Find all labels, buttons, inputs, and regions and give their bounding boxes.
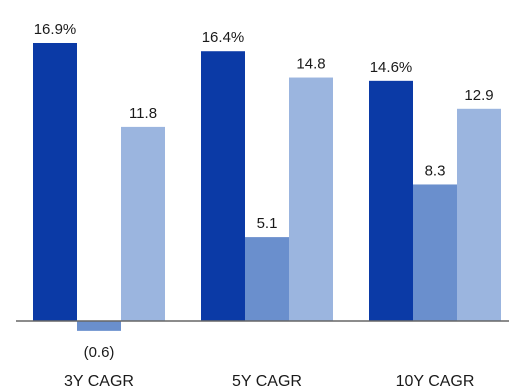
data-label: 14.8 [296,56,325,73]
category-label: 5Y CAGR [232,373,302,390]
data-label: 16.9% [34,21,77,38]
bar-10y-cagr-series-3 [457,108,501,321]
bar-5y-cagr-series-3 [289,77,333,321]
data-label: 11.8 [129,105,157,122]
bar-10y-cagr-series-1 [369,80,413,321]
data-label: (0.6) [84,344,115,361]
bar-5y-cagr-series-2 [245,237,289,321]
category-label: 10Y CAGR [396,373,475,390]
bar-10y-cagr-series-2 [413,184,457,321]
bar-3y-cagr-series-3 [121,126,165,321]
data-label: 14.6% [370,59,413,76]
data-label: 12.9 [464,87,493,104]
bar-3y-cagr-series-1 [33,42,77,322]
bar-5y-cagr-series-1 [201,51,245,321]
data-label: 16.4% [202,29,245,46]
bar-3y-cagr-series-2 [77,321,121,331]
category-label: 3Y CAGR [64,373,134,390]
data-label: 8.3 [425,162,446,179]
data-label: 5.1 [257,215,278,232]
